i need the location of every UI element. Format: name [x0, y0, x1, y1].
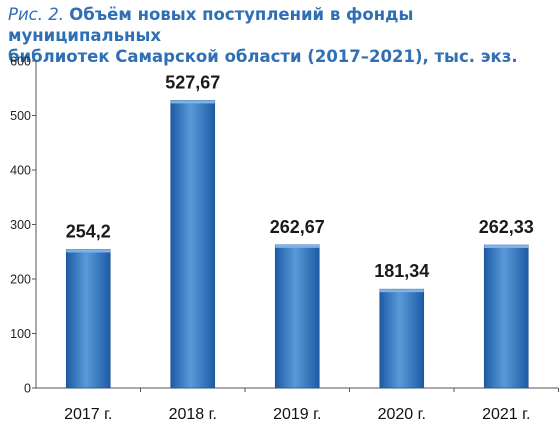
- chart-title-line-2: библиотек Самарской области (2017–2021),…: [8, 47, 518, 66]
- bar: [483, 244, 529, 389]
- data-label: 527,67: [165, 72, 220, 92]
- axes: 0 100 200 300 400 500 600 2017 г. 2018 г. 2019 г.…: [10, 55, 559, 423]
- data-label: 262,33: [479, 217, 534, 237]
- y-tick-label: 100: [10, 327, 31, 341]
- data-label: 181,34: [374, 261, 429, 281]
- x-category-label: 2019 г.: [273, 406, 321, 423]
- y-tick-label: 400: [10, 164, 31, 178]
- x-category-label: 2021 г.: [482, 406, 530, 423]
- y-tick-label: 500: [10, 109, 31, 123]
- bar: [65, 249, 111, 389]
- bar: [170, 100, 216, 389]
- y-tick-label: 300: [10, 218, 31, 232]
- x-category-label: 2017 г.: [64, 406, 112, 423]
- y-tick-label: 0: [24, 382, 31, 396]
- bar-top-highlight: [66, 249, 111, 253]
- data-label: 254,2: [66, 221, 111, 241]
- bar-top-highlight: [484, 245, 529, 249]
- chart-title-line-1: Объём новых поступлений в фонды муниципа…: [8, 5, 414, 45]
- bar: [274, 244, 320, 389]
- y-tick-label: 600: [10, 55, 31, 69]
- bar-top-highlight: [170, 100, 215, 104]
- data-label: 262,67: [270, 217, 325, 237]
- x-category-label: 2020 г.: [378, 406, 426, 423]
- chart-caption: Рис. 2. Объём новых поступлений в фонды …: [8, 4, 556, 67]
- bar: [379, 288, 425, 389]
- x-category-label: 2018 г.: [169, 406, 217, 423]
- figure-label: Рис. 2.: [8, 5, 64, 24]
- bar-top-highlight: [379, 289, 424, 293]
- data-labels: 254,2 527,67 262,67 181,34 262,33: [66, 72, 534, 281]
- bar-top-highlight: [275, 244, 320, 248]
- y-tick-label: 200: [10, 273, 31, 287]
- bars: [65, 100, 529, 389]
